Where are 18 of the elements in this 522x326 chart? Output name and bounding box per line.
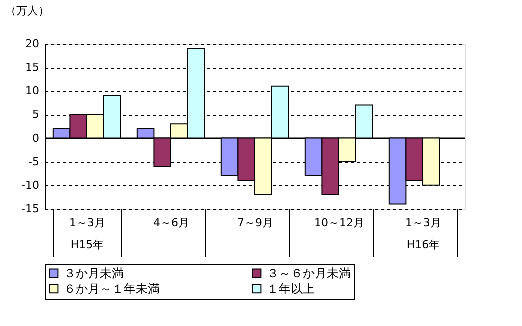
y-tick-label: -10 <box>22 178 40 192</box>
legend-label: １年以上 <box>267 282 315 296</box>
y-tick-label: 15 <box>26 61 40 74</box>
y-tick-label: 5 <box>32 108 40 122</box>
y-tick-label: 0 <box>32 132 40 145</box>
y-tick-label: 20 <box>26 38 40 50</box>
y-tick-label: -5 <box>28 155 40 168</box>
x-tick-label: 10～12月 <box>314 216 364 230</box>
legend-label: ３～６か月未満 <box>267 266 351 280</box>
legend-label: ３か月未満 <box>64 266 124 280</box>
x-tick-label: 7～9月 <box>238 216 274 230</box>
legend-label: ６か月～１年未満 <box>64 282 160 296</box>
y-axis-title: （万人） <box>6 4 50 18</box>
x-tick-label: 4～6月 <box>154 216 190 230</box>
y-tick-label: 10 <box>26 84 40 98</box>
x-tick-label: 1～3月 H16年 <box>406 216 442 252</box>
x-tick-label: 1～3月 H15年 <box>70 216 106 252</box>
y-tick-label: -15 <box>22 202 40 216</box>
